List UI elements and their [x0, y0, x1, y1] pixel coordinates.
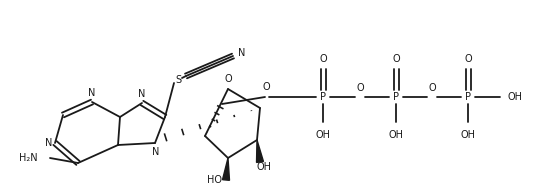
Text: N: N	[152, 147, 160, 157]
Text: N: N	[88, 88, 96, 98]
Text: OH: OH	[257, 162, 271, 172]
Text: O: O	[262, 82, 270, 92]
Text: N: N	[45, 138, 52, 148]
Text: HO: HO	[208, 175, 223, 185]
Text: H₂N: H₂N	[19, 153, 38, 163]
Text: O: O	[392, 54, 400, 64]
Text: O: O	[224, 74, 232, 84]
Text: O: O	[428, 83, 436, 93]
Text: O: O	[319, 54, 327, 64]
Text: OH: OH	[507, 92, 522, 102]
Text: N: N	[138, 89, 146, 99]
Text: O: O	[356, 83, 364, 93]
Text: OH: OH	[460, 130, 475, 140]
Text: S: S	[175, 75, 181, 85]
Polygon shape	[257, 140, 264, 163]
Text: OH: OH	[388, 130, 403, 140]
Text: P: P	[465, 92, 471, 102]
Text: N: N	[238, 48, 245, 58]
Text: OH: OH	[315, 130, 331, 140]
Text: P: P	[393, 92, 399, 102]
Polygon shape	[223, 158, 229, 180]
Text: O: O	[464, 54, 472, 64]
Text: P: P	[320, 92, 326, 102]
